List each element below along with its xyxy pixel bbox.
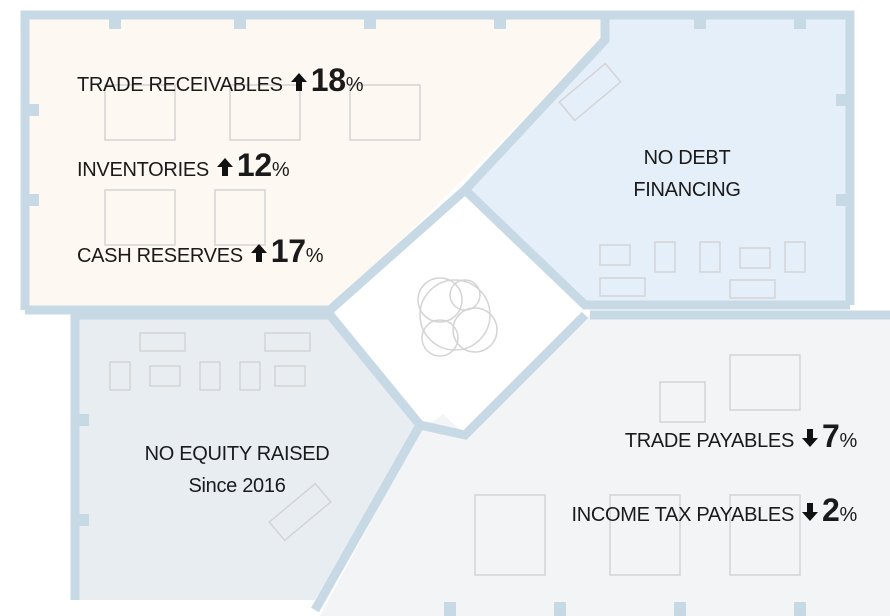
walls bbox=[20, 10, 890, 613]
plant bbox=[449, 279, 481, 311]
plant bbox=[421, 319, 459, 357]
stat: TRADE RECEIVABLES 18 % bbox=[77, 62, 363, 99]
plant bbox=[419, 279, 491, 351]
desk bbox=[214, 189, 266, 246]
note-line: FINANCING bbox=[633, 179, 741, 201]
chair bbox=[699, 241, 721, 273]
wall bbox=[70, 310, 426, 613]
zones bbox=[25, 15, 890, 616]
stat-unit: % bbox=[839, 504, 858, 526]
chair bbox=[654, 241, 676, 273]
note-line: NO DEBT bbox=[643, 147, 731, 169]
arrow-down bbox=[802, 502, 819, 521]
stat-label: INVENTORIES bbox=[77, 159, 209, 181]
note-line: Since 2016 bbox=[188, 475, 286, 497]
stat-value: 12 bbox=[236, 147, 272, 183]
stat-value: 7 bbox=[822, 418, 840, 454]
posts bbox=[25, 15, 850, 616]
stat-unit: % bbox=[271, 159, 290, 181]
note: NO EQUITY RAISED Since 2016 bbox=[117, 438, 357, 502]
sofa bbox=[599, 244, 631, 266]
sofa bbox=[274, 365, 306, 387]
stat-unit: % bbox=[345, 74, 364, 96]
plant bbox=[417, 277, 463, 323]
stat-label: TRADE PAYABLES bbox=[624, 430, 795, 452]
sofa bbox=[599, 277, 646, 297]
wall bbox=[419, 311, 589, 440]
sofa bbox=[729, 279, 776, 299]
stat-value: 18 bbox=[310, 62, 346, 98]
arrow-up bbox=[290, 72, 307, 91]
arrow-down bbox=[802, 428, 819, 447]
stat-unit: % bbox=[305, 245, 324, 267]
arrow-up bbox=[250, 243, 267, 262]
sofa bbox=[268, 482, 332, 542]
wall-posts bbox=[25, 15, 850, 616]
furniture bbox=[104, 62, 806, 576]
stat: INCOME TAX PAYABLES 2 % bbox=[572, 492, 858, 529]
chair bbox=[199, 361, 221, 391]
desk bbox=[729, 354, 801, 411]
sofa bbox=[264, 332, 311, 352]
stat-label: CASH RESERVES bbox=[77, 245, 243, 267]
arrow-up bbox=[216, 157, 233, 176]
stat-value: 2 bbox=[822, 492, 840, 528]
desk bbox=[609, 494, 681, 576]
wall bbox=[461, 186, 850, 310]
zone-top-left bbox=[25, 15, 605, 310]
desk bbox=[474, 494, 546, 576]
desk bbox=[104, 189, 176, 246]
chair bbox=[239, 361, 261, 391]
stat: TRADE PAYABLES 7 % bbox=[625, 418, 857, 455]
note: NO DEBT FINANCING bbox=[587, 142, 787, 206]
sofa bbox=[139, 332, 186, 352]
stat-label: TRADE RECEIVABLES bbox=[77, 74, 283, 96]
stat-label: INCOME TAX PAYABLES bbox=[571, 504, 795, 526]
chair bbox=[784, 241, 806, 273]
zone-bottom-right bbox=[320, 315, 890, 616]
stat: CASH RESERVES 17 % bbox=[77, 233, 324, 270]
desk bbox=[229, 84, 301, 141]
wall bbox=[20, 10, 855, 310]
stat-unit: % bbox=[839, 430, 858, 452]
sofa bbox=[149, 365, 181, 387]
desk bbox=[104, 84, 176, 141]
desk bbox=[349, 84, 421, 141]
stat: INVENTORIES 12 % bbox=[77, 147, 290, 184]
stat-value: 17 bbox=[270, 233, 306, 269]
plant bbox=[452, 307, 498, 353]
desk bbox=[659, 381, 706, 423]
sofa bbox=[739, 247, 771, 269]
note-line: NO EQUITY RAISED bbox=[144, 443, 330, 465]
desk bbox=[729, 494, 801, 576]
chair bbox=[109, 361, 131, 391]
sofa bbox=[558, 62, 622, 122]
